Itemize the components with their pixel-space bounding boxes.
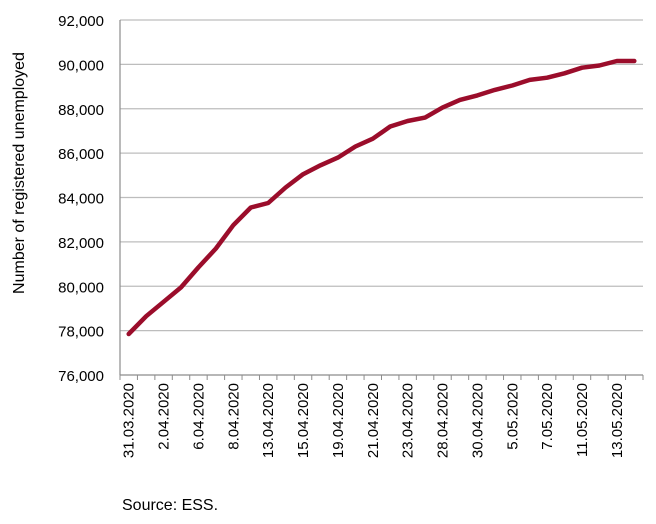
x-tick-labels: 31.03.2020 2.04.2020 6.04.2020 8.04.2020 13.… <box>121 383 626 458</box>
y-tick-label: 92,000 <box>58 13 104 30</box>
data-point <box>162 300 166 304</box>
x-tick-label: 23.04.2020 <box>400 383 417 458</box>
x-tick-label: 30.04.2020 <box>469 383 486 458</box>
data-point <box>214 247 218 251</box>
y-tick-label: 82,000 <box>58 235 104 252</box>
data-point <box>580 66 584 70</box>
series <box>126 58 637 337</box>
data-point <box>284 186 288 190</box>
x-tick-label: 5.05.2020 <box>504 383 521 450</box>
x-tick-label: 8.04.2020 <box>225 383 242 450</box>
data-point <box>301 172 305 176</box>
data-point <box>196 265 200 269</box>
data-point <box>423 116 427 120</box>
data-point <box>563 71 567 75</box>
x-tick-label: 6.04.2020 <box>190 383 207 450</box>
y-tick-label: 86,000 <box>58 146 104 163</box>
data-point <box>231 223 235 227</box>
x-tick-label: 2.04.2020 <box>156 383 173 450</box>
y-tick-labels: 76,000 78,000 80,000 82,000 84,000 86,000 88,0… <box>58 13 104 385</box>
data-point <box>528 78 532 82</box>
x-tick-label: 19.04.2020 <box>330 383 347 458</box>
x-tick-label: 13.04.2020 <box>260 383 277 458</box>
data-point <box>406 119 410 123</box>
data-point <box>266 201 270 205</box>
data-point <box>144 314 148 318</box>
data-point <box>336 156 340 160</box>
data-point <box>615 59 619 63</box>
x-tick-label: 15.04.2020 <box>295 383 312 458</box>
x-tick-label: 11.05.2020 <box>574 383 591 457</box>
x-tick-label: 31.03.2020 <box>121 383 138 458</box>
x-tick-label: 7.05.2020 <box>539 383 556 450</box>
axes <box>119 20 644 380</box>
data-point <box>388 125 392 129</box>
x-tick-label: 21.04.2020 <box>365 383 382 458</box>
x-tick-label: 13.05.2020 <box>609 383 626 458</box>
gridlines <box>120 19 643 332</box>
data-point <box>319 163 323 167</box>
y-tick-label: 76,000 <box>58 368 104 385</box>
y-tick-label: 90,000 <box>58 57 104 74</box>
source-note: Source: ESS. <box>122 497 219 514</box>
data-point <box>458 98 462 102</box>
data-point <box>545 76 549 80</box>
y-tick-label: 84,000 <box>58 191 104 208</box>
data-point <box>493 88 497 92</box>
x-tick-label: 28.04.2020 <box>435 383 452 458</box>
data-point <box>371 137 375 141</box>
series-line <box>126 58 637 337</box>
data-point <box>353 145 357 149</box>
data-point <box>597 64 601 68</box>
data-point <box>475 93 479 97</box>
data-point <box>127 332 131 336</box>
y-tick-label: 78,000 <box>58 324 104 341</box>
y-axis-title: Number of registered unemployed <box>11 52 28 294</box>
data-point <box>510 84 514 88</box>
data-point <box>249 206 253 210</box>
data-point <box>179 285 183 289</box>
data-point <box>441 106 445 110</box>
y-tick-label: 80,000 <box>58 279 104 296</box>
y-tick-label: 88,000 <box>58 102 104 119</box>
data-point <box>632 59 636 63</box>
